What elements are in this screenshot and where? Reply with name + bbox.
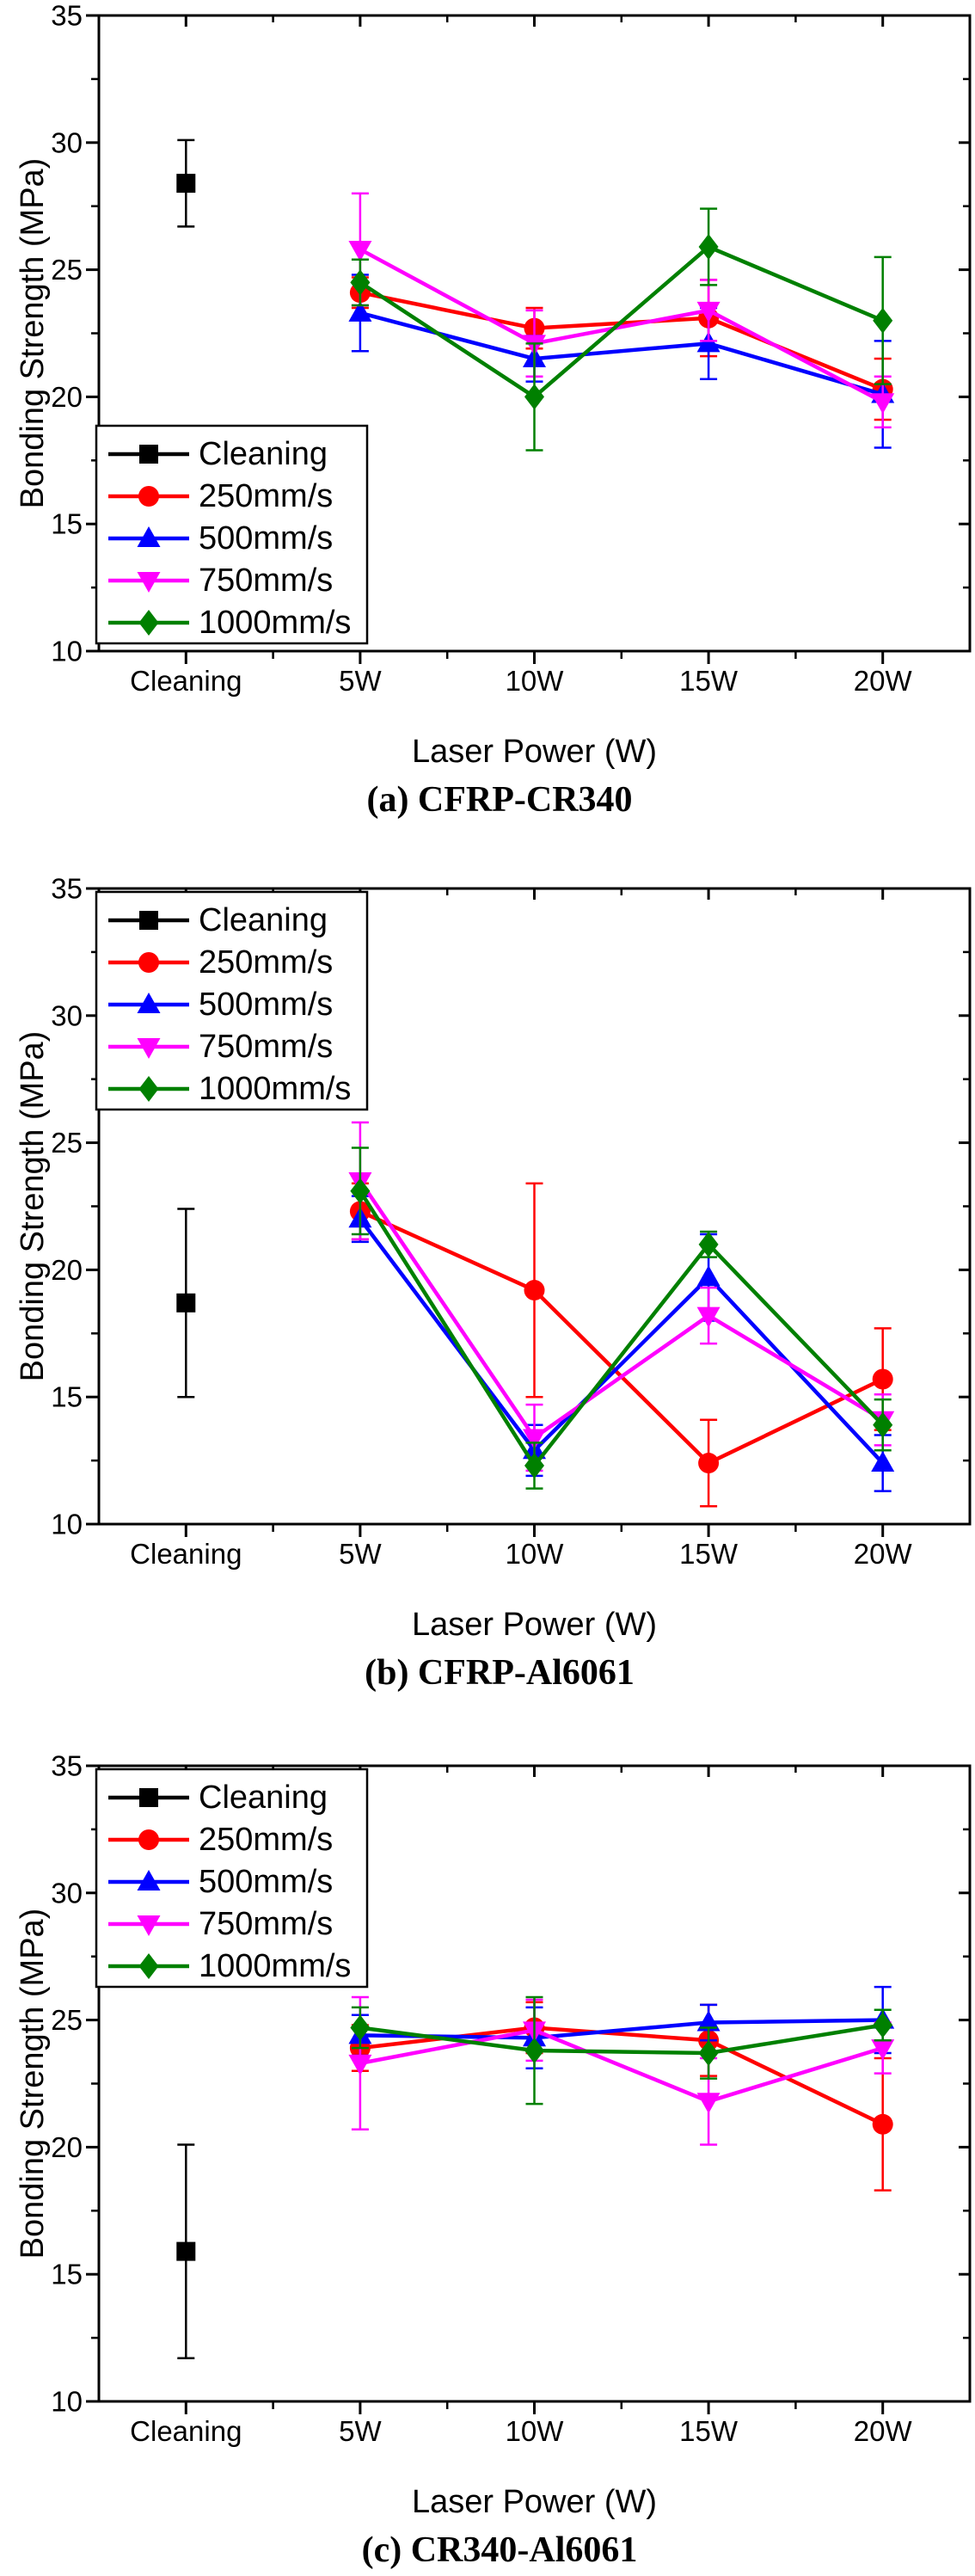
x-tick-label: 5W — [339, 1538, 382, 1570]
legend: Cleaning 250mm/s 500mm/s 750mm/s 1000mm/s — [95, 424, 369, 645]
x-tick-label: 20W — [854, 2415, 913, 2447]
legend-label: 500mm/s — [199, 987, 333, 1023]
chart-section-cr340-al6061: 10 15 20 25 30 35 Cleaning 5W 10W 15W 20W Laser Pow… — [0, 1750, 975, 2576]
y-tick-label: 10 — [51, 636, 83, 667]
legend-label: 750mm/s — [199, 1906, 333, 1942]
y-axis-title: Bonding Strength (MPa) — [15, 1031, 51, 1382]
x-tick-label: 15W — [679, 1538, 739, 1570]
x-axis-title: Laser Power (W) — [412, 1607, 657, 1643]
x-tick-label: 20W — [854, 665, 913, 697]
x-tick-label: 10W — [506, 1538, 565, 1570]
x-tick-label: Cleaning — [130, 2415, 242, 2447]
x-tick-label: Cleaning — [130, 1538, 242, 1570]
y-axis-title: Bonding Strength (MPa) — [15, 1909, 51, 2259]
chart-caption-c: (c) CR340-Al6061 — [361, 2530, 638, 2570]
legend-label: 500mm/s — [199, 1864, 333, 1900]
series-cleaning — [176, 2143, 196, 2359]
series-250mm-s — [349, 1182, 893, 1508]
x-axis: Cleaning 5W 10W 15W 20W — [130, 888, 912, 1570]
x-axis-title: Laser Power (W) — [412, 734, 657, 770]
legend: Cleaning 250mm/s 500mm/s 750mm/s 1000mm/s — [95, 890, 369, 1111]
series-cleaning — [176, 138, 196, 228]
x-tick-label: 20W — [854, 1538, 913, 1570]
legend-label: 250mm/s — [199, 478, 333, 514]
legend-label: 1000mm/s — [199, 605, 351, 641]
legend-label: 500mm/s — [199, 520, 333, 556]
legend-label: 750mm/s — [199, 563, 333, 599]
y-tick-label: 25 — [51, 2004, 83, 2036]
x-tick-label: 10W — [506, 2415, 565, 2447]
series-500mm-s — [348, 1195, 895, 1492]
y-tick-label: 30 — [51, 126, 83, 158]
legend-label: 750mm/s — [199, 1029, 333, 1065]
series-250mm-s — [349, 276, 893, 421]
x-tick-label: Cleaning — [130, 665, 242, 697]
x-axis: Cleaning 5W 10W 15W 20W — [130, 15, 912, 697]
y-tick-label: 15 — [51, 2259, 83, 2290]
series-1000mm-s — [350, 207, 893, 452]
x-tick-label: 15W — [679, 665, 739, 697]
legend-label: 1000mm/s — [199, 1948, 351, 1984]
series-cleaning — [176, 1208, 196, 1399]
y-tick-label: 20 — [51, 381, 83, 413]
y-tick-label: 25 — [51, 1127, 83, 1159]
chart-canvas-cfrp-al6061: 10 15 20 25 30 35 Cleaning 5W 10W 15W 20W Laser Pow… — [15, 873, 972, 1643]
y-tick-label: 30 — [51, 1877, 83, 1909]
y-tick-label: 15 — [51, 1381, 83, 1413]
chart-section-cfrp-al6061: 10 15 20 25 30 35 Cleaning 5W 10W 15W 20W Laser Pow… — [0, 873, 975, 1712]
legend: Cleaning 250mm/s 500mm/s 750mm/s 1000mm/s — [95, 1768, 369, 1989]
y-tick-label: 35 — [51, 873, 83, 905]
series-1000mm-s — [350, 1995, 893, 2106]
x-tick-label: 5W — [339, 665, 382, 697]
y-tick-label: 35 — [51, 0, 83, 32]
series-500mm-s — [348, 1985, 895, 2070]
x-axis-title: Laser Power (W) — [412, 2484, 657, 2520]
x-tick-label: 10W — [506, 665, 565, 697]
chart-section-cfrp-cr340: 10 15 20 25 30 35 Cleaning 5W 10W 15W 20W Laser Pow… — [0, 0, 975, 839]
chart-caption-a: (a) CFRP-CR340 — [366, 780, 633, 820]
legend-label: Cleaning — [199, 436, 328, 472]
legend-label: Cleaning — [199, 1780, 328, 1816]
legend-label: Cleaning — [199, 902, 328, 938]
y-tick-label: 10 — [51, 2386, 83, 2418]
legend-label: 1000mm/s — [199, 1071, 351, 1107]
series-1000mm-s — [350, 1147, 893, 1490]
y-axis: 10 15 20 25 30 35 — [51, 0, 970, 667]
legend-label: 250mm/s — [199, 1822, 333, 1858]
legend-label: 250mm/s — [199, 944, 333, 981]
y-tick-label: 30 — [51, 999, 83, 1031]
x-axis: Cleaning 5W 10W 15W 20W — [130, 1766, 912, 2447]
series-750mm-s — [348, 1121, 895, 1472]
y-axis: 10 15 20 25 30 35 — [51, 1750, 970, 2418]
y-tick-label: 20 — [51, 1254, 83, 1286]
x-tick-label: 5W — [339, 2415, 382, 2447]
y-tick-label: 10 — [51, 1509, 83, 1540]
y-tick-label: 20 — [51, 2131, 83, 2163]
y-tick-label: 15 — [51, 508, 83, 540]
series-750mm-s — [348, 192, 895, 429]
chart-canvas-cfrp-cr340: 10 15 20 25 30 35 Cleaning 5W 10W 15W 20W Laser Pow… — [15, 0, 972, 770]
x-tick-label: 15W — [679, 2415, 739, 2447]
chart-caption-b: (b) CFRP-Al6061 — [365, 1653, 635, 1693]
y-tick-label: 35 — [51, 1750, 83, 1782]
y-tick-label: 25 — [51, 254, 83, 286]
y-axis: 10 15 20 25 30 35 — [51, 873, 970, 1540]
y-axis-title: Bonding Strength (MPa) — [15, 158, 51, 509]
chart-canvas-cr340-al6061: 10 15 20 25 30 35 Cleaning 5W 10W 15W 20W Laser Pow… — [15, 1750, 972, 2520]
